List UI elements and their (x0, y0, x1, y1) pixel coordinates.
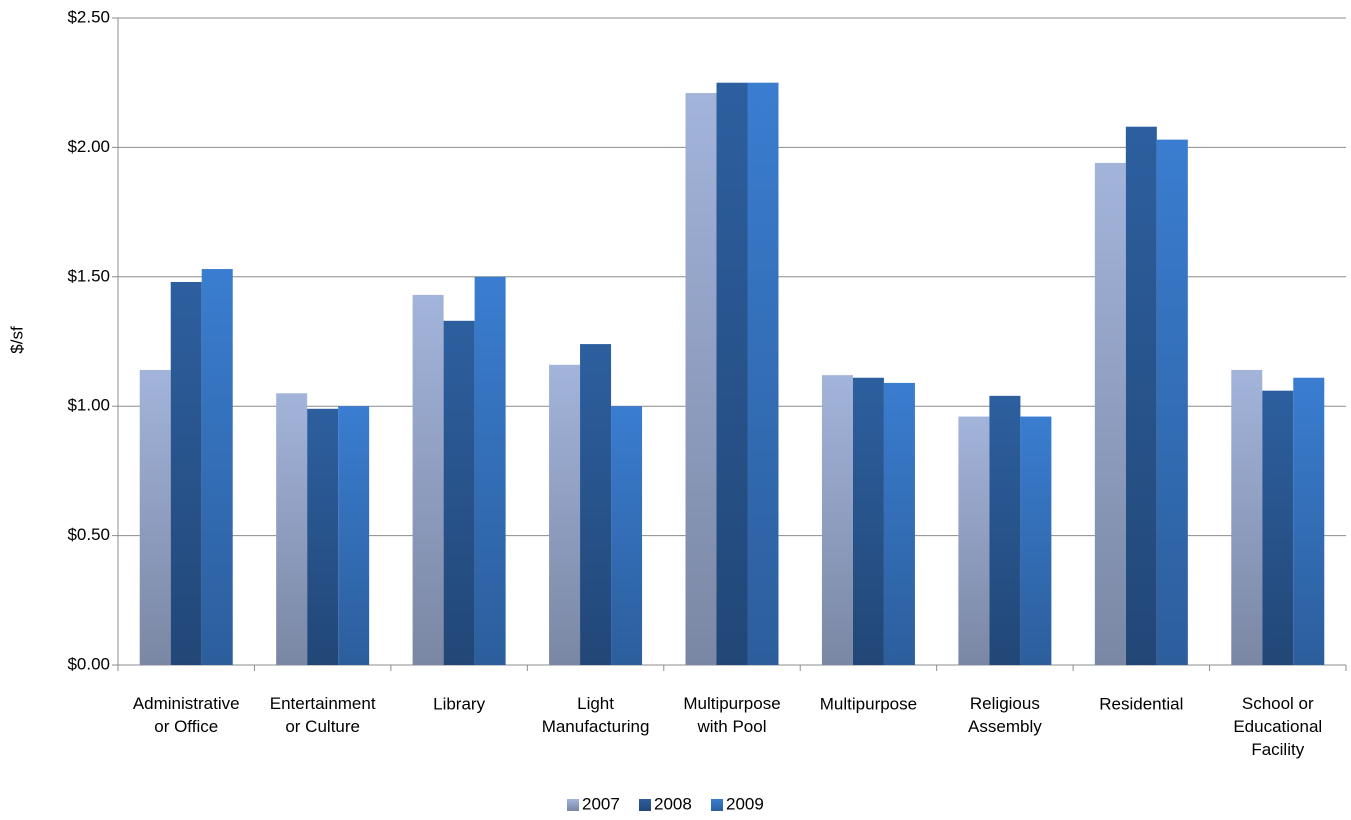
bar (1231, 369, 1263, 665)
x-tick-label: Administrative or Office (133, 694, 240, 736)
bar (1156, 139, 1188, 666)
x-tick-label: Entertainment or Culture (270, 694, 376, 736)
y-tick-label: $0.50 (67, 525, 110, 544)
x-tick-label: Multipurpose (820, 694, 917, 713)
y-tick-label: $2.00 (67, 137, 110, 156)
bar (139, 369, 171, 665)
bar (1020, 416, 1052, 665)
bar (716, 82, 748, 665)
bar (201, 269, 233, 665)
bar (443, 320, 475, 665)
bar (412, 294, 444, 665)
bar (747, 82, 779, 665)
y-tick-label: $1.00 (67, 396, 110, 415)
x-tick-label: Light Manufacturing (542, 694, 650, 736)
bar (958, 416, 990, 665)
bar (1293, 377, 1325, 665)
bar (821, 375, 853, 665)
bar (474, 276, 506, 665)
bar (611, 406, 643, 665)
y-axis-label: $/sf (7, 326, 26, 354)
legend-label: 2008 (654, 794, 692, 813)
y-tick-label: $0.00 (67, 654, 110, 673)
x-tick-label: Multipurpose with Pool (683, 694, 780, 736)
bar (1094, 162, 1126, 666)
bar (338, 406, 370, 665)
bar (307, 408, 339, 665)
bar (852, 377, 884, 665)
x-tick-label: Library (433, 694, 485, 713)
y-tick-label: $2.50 (67, 7, 110, 26)
x-tick-label: Residential (1099, 694, 1183, 713)
bar (1125, 126, 1157, 666)
bar (170, 281, 202, 665)
bar (580, 344, 612, 665)
y-tick-label: $1.50 (67, 266, 110, 285)
legend-label: 2007 (582, 794, 620, 813)
x-tick-label: School or Educational Facility (1233, 694, 1322, 759)
bar (276, 393, 308, 665)
bar (1262, 390, 1294, 665)
bar (685, 93, 717, 665)
bar (549, 364, 581, 665)
legend-swatch (639, 799, 651, 811)
bar (989, 395, 1021, 665)
x-tick-label: Religious Assembly (968, 694, 1042, 736)
legend-label: 2009 (726, 794, 764, 813)
legend-swatch (711, 799, 723, 811)
legend-swatch (567, 799, 579, 811)
bar (883, 382, 915, 665)
